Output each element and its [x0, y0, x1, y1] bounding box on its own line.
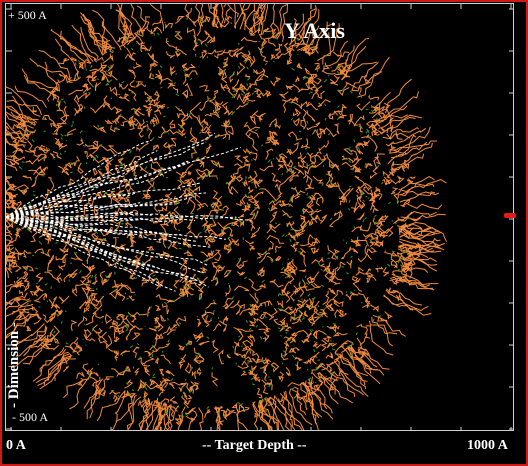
- cloud-green: [6, 17, 411, 418]
- cloud-orange: [6, 4, 448, 430]
- plot-area: [5, 3, 514, 431]
- position-marker[interactable]: [504, 213, 516, 218]
- x-axis-bar: 0 A -- Target Depth -- 1000 A: [2, 433, 526, 464]
- ion-cascade-cloud: [6, 4, 513, 430]
- x-axis-label: -- Target Depth --: [202, 438, 307, 453]
- plot-title: Y Axis: [284, 18, 345, 43]
- axis-ticks: [6, 4, 513, 430]
- x-right-label: 1000 A: [467, 438, 508, 453]
- y-axis-label: - Dimension -: [6, 322, 22, 408]
- ion-tracks: [6, 132, 252, 292]
- y-top-label: + 500 A: [8, 8, 47, 22]
- x-left-label: 0 A: [6, 438, 26, 453]
- y-bottom-label: - 500 A: [12, 410, 48, 424]
